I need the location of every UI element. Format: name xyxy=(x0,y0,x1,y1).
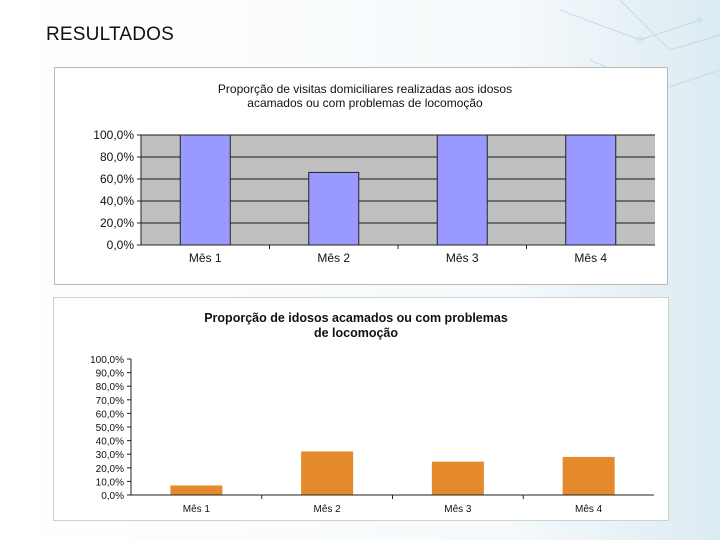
y-tick-label: 100,0% xyxy=(93,128,134,142)
y-tick-label: 0,0% xyxy=(107,238,135,252)
chart-title-line-2: acamados ou com problemas de locomoção xyxy=(247,96,483,110)
chart-panel-visits: Proporção de visitas domiciliares realiz… xyxy=(54,67,668,285)
y-tick-label: 20,0% xyxy=(100,216,134,230)
bar-2 xyxy=(308,171,360,246)
chart-title-line-1: Proporção de visitas domiciliares realiz… xyxy=(218,82,512,96)
y-tick-label: 60,0% xyxy=(100,172,134,186)
y-tick-label: 80,0% xyxy=(100,150,134,164)
bedridden-chart: Proporção de idosos acamados ou com prob… xyxy=(90,311,654,515)
y-tick-label: 50,0% xyxy=(96,423,124,434)
bar-1 xyxy=(179,134,231,246)
bar-3 xyxy=(431,461,484,495)
y-tick-label: 30,0% xyxy=(96,450,124,461)
chart-title-line-2: de locomoção xyxy=(314,326,398,340)
y-tick-label: 20,0% xyxy=(96,464,124,475)
x-tick-label: Mês 4 xyxy=(575,504,603,515)
x-tick-label: Mês 3 xyxy=(444,504,472,515)
y-tick-label: 40,0% xyxy=(100,194,134,208)
bar-2 xyxy=(301,451,354,495)
x-tick-label: Mês 4 xyxy=(574,251,607,265)
x-tick-label: Mês 1 xyxy=(189,251,222,265)
y-tick-label: 40,0% xyxy=(96,437,124,448)
y-tick-labels: 0,0% 20,0% 40,0% 60,0% 80,0% 100,0% xyxy=(93,128,141,252)
bars xyxy=(179,134,617,246)
bars xyxy=(170,451,615,495)
y-tick-label: 80,0% xyxy=(96,382,124,393)
x-tick-labels: Mês 1 Mês 2 Mês 3 Mês 4 xyxy=(183,495,603,515)
x-tick-label: Mês 2 xyxy=(317,251,350,265)
slide-title: RESULTADOS xyxy=(46,24,174,45)
x-tick-label: Mês 3 xyxy=(446,251,479,265)
bar-4 xyxy=(562,456,615,495)
chart-panel-bedridden: Proporção de idosos acamados ou com prob… xyxy=(53,297,669,521)
y-tick-label: 70,0% xyxy=(96,396,124,407)
bar-1 xyxy=(170,485,223,495)
y-tick-label: 60,0% xyxy=(96,409,124,420)
y-tick-label: 10,0% xyxy=(96,477,124,488)
y-tick-label: 90,0% xyxy=(96,369,124,380)
chart-title-line-1: Proporção de idosos acamados ou com prob… xyxy=(204,311,508,325)
y-tick-label: 100,0% xyxy=(90,355,124,366)
bar-3 xyxy=(436,134,488,246)
x-tick-labels: Mês 1 Mês 2 Mês 3 Mês 4 xyxy=(189,245,607,265)
visits-chart: Proporção de visitas domiciliares realiz… xyxy=(93,82,655,265)
y-tick-label: 0,0% xyxy=(101,491,124,502)
y-tick-labels: 0,0% 10,0% 20,0% 30,0% 40,0% 50,0% 60,0% 70,0% 8… xyxy=(90,355,131,502)
x-tick-label: Mês 1 xyxy=(183,504,211,515)
x-tick-label: Mês 2 xyxy=(314,504,342,515)
bar-4 xyxy=(565,134,617,246)
